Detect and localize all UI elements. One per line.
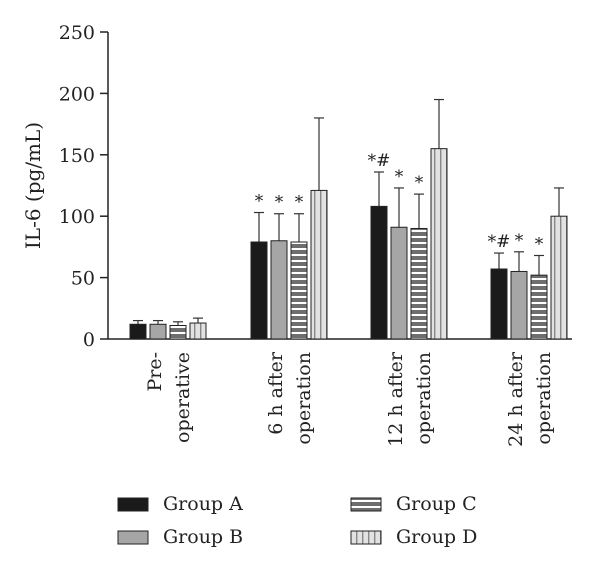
x-tick-label-line: operation — [533, 352, 555, 445]
bar — [149, 323, 167, 340]
legend-label: Group D — [396, 526, 477, 548]
bar — [310, 189, 328, 340]
significance-mark: * — [395, 167, 404, 187]
x-tick-label-line: Pre- — [144, 352, 166, 392]
x-tick-label: 12 h after operation — [385, 351, 435, 447]
legend-item: Group D — [350, 526, 477, 548]
x-tick-label-line: 12 h after — [385, 351, 407, 447]
significance-mark: * — [415, 173, 424, 193]
bar — [370, 205, 388, 340]
bar — [189, 322, 207, 340]
y-tick-label: 250 — [59, 22, 95, 44]
bar — [530, 274, 548, 340]
significance-mark: *# — [488, 232, 511, 252]
bar — [550, 215, 568, 340]
x-tick-label-line: operative — [172, 352, 194, 443]
significance-mark: *# — [368, 151, 391, 171]
y-tick-label: 50 — [71, 268, 95, 290]
x-tick-label: 6 h after operation — [265, 351, 315, 445]
y-tick-label: 150 — [59, 145, 95, 167]
x-tick-label-line: 6 h after — [265, 351, 287, 435]
bar — [430, 148, 448, 340]
legend-item: Group A — [117, 493, 243, 515]
legend-label: Group C — [396, 493, 477, 515]
x-tick-label: 24 h after operation — [505, 351, 555, 447]
significance-mark: * — [275, 193, 284, 213]
significance-mark: * — [535, 234, 544, 254]
legend-item: Group B — [117, 526, 243, 548]
legend-item: Group C — [350, 493, 477, 515]
bar — [290, 241, 308, 340]
category-labels: Pre-operative 6 h after operation 12 h afte… — [144, 351, 555, 447]
bar — [390, 226, 408, 340]
significance-mark: * — [515, 231, 524, 251]
x-tick-label-line: operation — [413, 352, 435, 445]
significance-mark: * — [255, 192, 264, 212]
y-tick-label: 200 — [59, 83, 95, 105]
legend-swatch — [350, 497, 382, 512]
bar — [169, 324, 187, 340]
legend-swatch — [117, 530, 149, 545]
bar — [129, 323, 147, 340]
legend-label: Group B — [163, 526, 243, 548]
x-tick-label: Pre-operative — [144, 352, 194, 443]
legend: Group A Group B Group C Group D — [117, 493, 477, 548]
x-tick-label-line: 24 h after — [505, 351, 527, 447]
legend-label: Group A — [163, 493, 243, 515]
significance-mark: * — [295, 193, 304, 213]
bars-layer: * * **#* **# * * — [129, 98, 568, 340]
bar — [250, 241, 268, 340]
bar — [270, 240, 288, 340]
y-tick-label: 100 — [59, 206, 95, 228]
legend-swatch — [350, 530, 382, 545]
legend-swatch — [117, 497, 149, 512]
y-tick-label: 0 — [83, 329, 95, 351]
x-tick-label-line: operation — [293, 352, 315, 445]
bar — [410, 227, 428, 340]
bar — [510, 270, 528, 340]
bar — [490, 268, 508, 340]
y-axis-label: IL-6 (pg/mL) — [21, 122, 45, 249]
